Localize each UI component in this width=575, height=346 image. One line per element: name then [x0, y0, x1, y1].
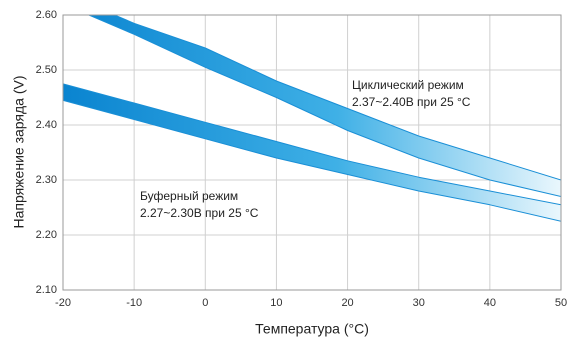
band — [63, 83, 561, 222]
y-tick-label: 2.10 — [36, 284, 57, 296]
x-tick-label: 30 — [413, 297, 425, 309]
x-tick-label: -20 — [55, 297, 71, 309]
y-tick-label: 2.30 — [36, 174, 57, 186]
band — [87, 15, 561, 197]
annotation: 2.27~2.30В при 25 °C — [140, 206, 259, 220]
x-tick-label: 10 — [270, 297, 282, 309]
x-tick-label: 40 — [484, 297, 496, 309]
y-tick-label: 2.60 — [36, 9, 57, 21]
annotation: Буферный режим — [140, 189, 238, 203]
plot-frame — [62, 14, 562, 291]
y-tick-label: 2.20 — [36, 229, 57, 241]
annotation: 2.37~2.40В при 25 °C — [352, 95, 471, 109]
x-tick-label: 50 — [555, 297, 567, 309]
x-axis-label: Температура (°C) — [255, 321, 369, 337]
y-axis-label: Напряжение заряда (V) — [11, 76, 27, 229]
x-tick-label: -10 — [126, 297, 142, 309]
x-tick-label: 20 — [341, 297, 353, 309]
annotation: Циклический режим — [352, 78, 464, 92]
y-tick-label: 2.50 — [36, 64, 57, 76]
x-tick-label: 0 — [202, 297, 208, 309]
y-tick-label: 2.40 — [36, 119, 57, 131]
